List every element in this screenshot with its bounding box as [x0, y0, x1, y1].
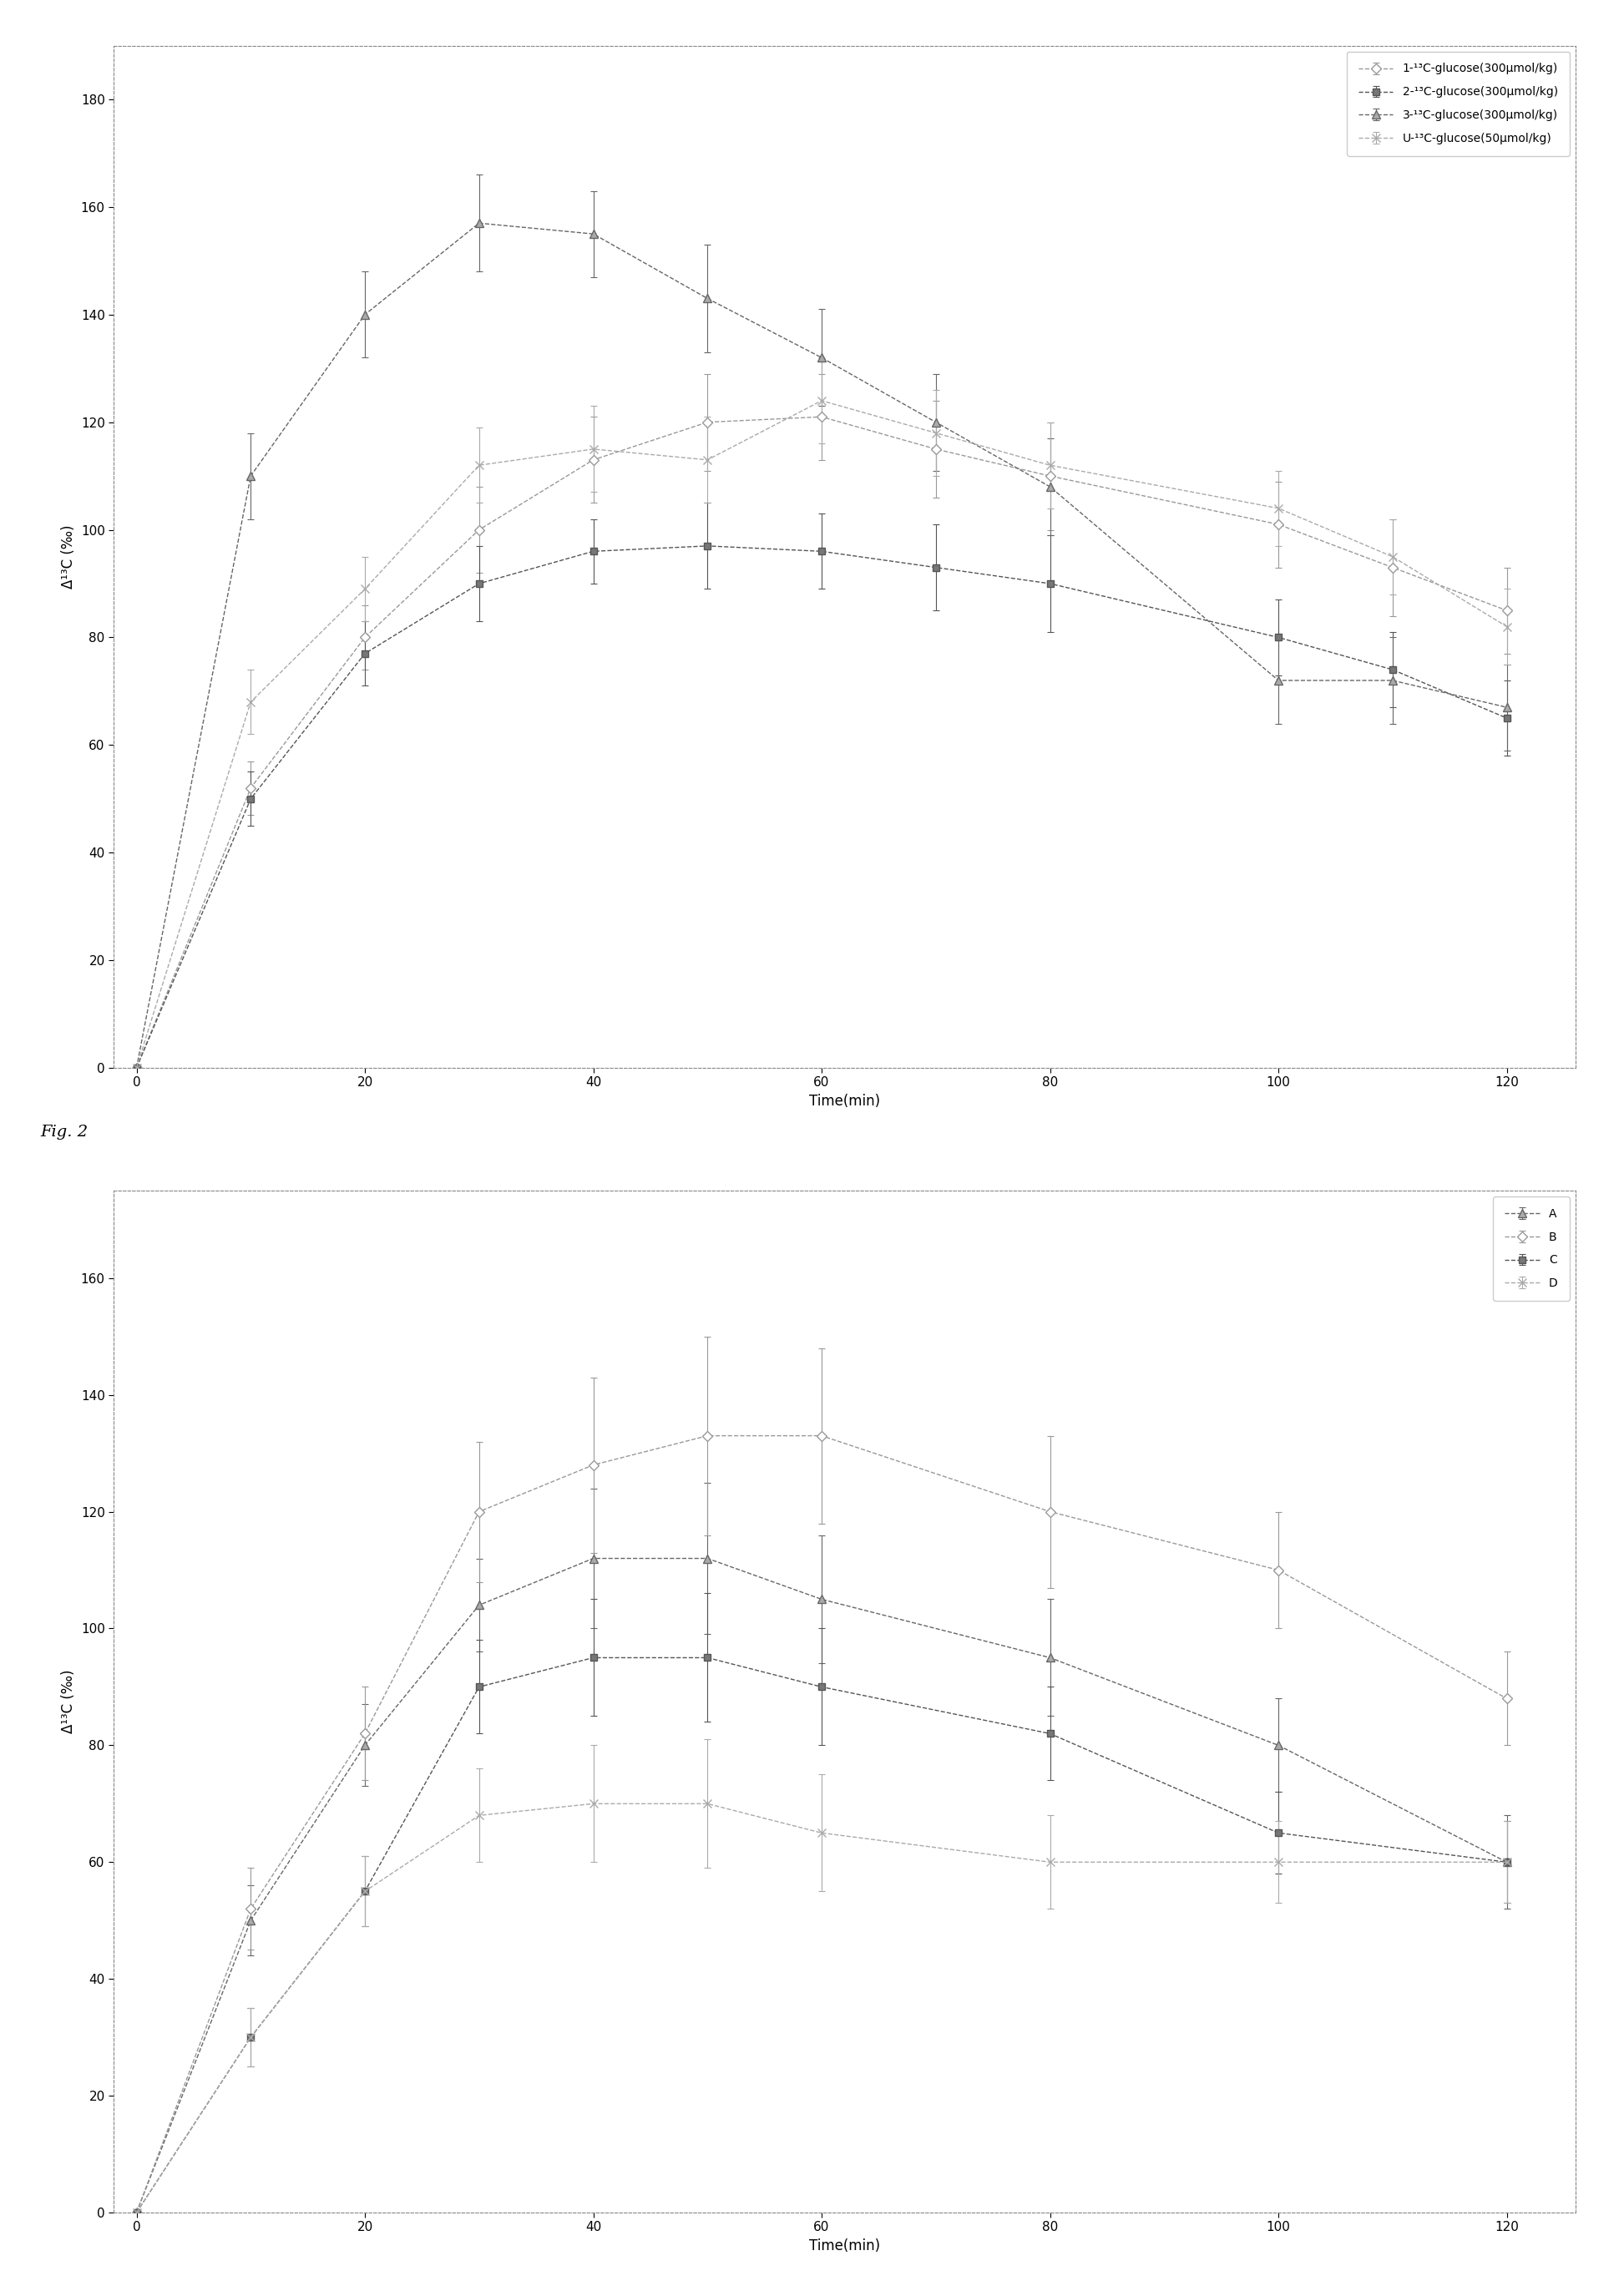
Y-axis label: Δ¹³C (‰): Δ¹³C (‰)	[62, 1670, 76, 1734]
X-axis label: Time(min): Time(min)	[809, 2238, 880, 2254]
Legend: A, B, C, D: A, B, C, D	[1492, 1195, 1569, 1300]
X-axis label: Time(min): Time(min)	[809, 1093, 880, 1109]
Text: Fig. 2: Fig. 2	[41, 1125, 88, 1138]
Legend: 1-¹³C-glucose(300μmol/kg), 2-¹³C-glucose(300μmol/kg), 3-¹³C-glucose(300μmol/kg),: 1-¹³C-glucose(300μmol/kg), 2-¹³C-glucose…	[1346, 52, 1569, 155]
Y-axis label: Δ¹³C (‰): Δ¹³C (‰)	[62, 525, 76, 588]
